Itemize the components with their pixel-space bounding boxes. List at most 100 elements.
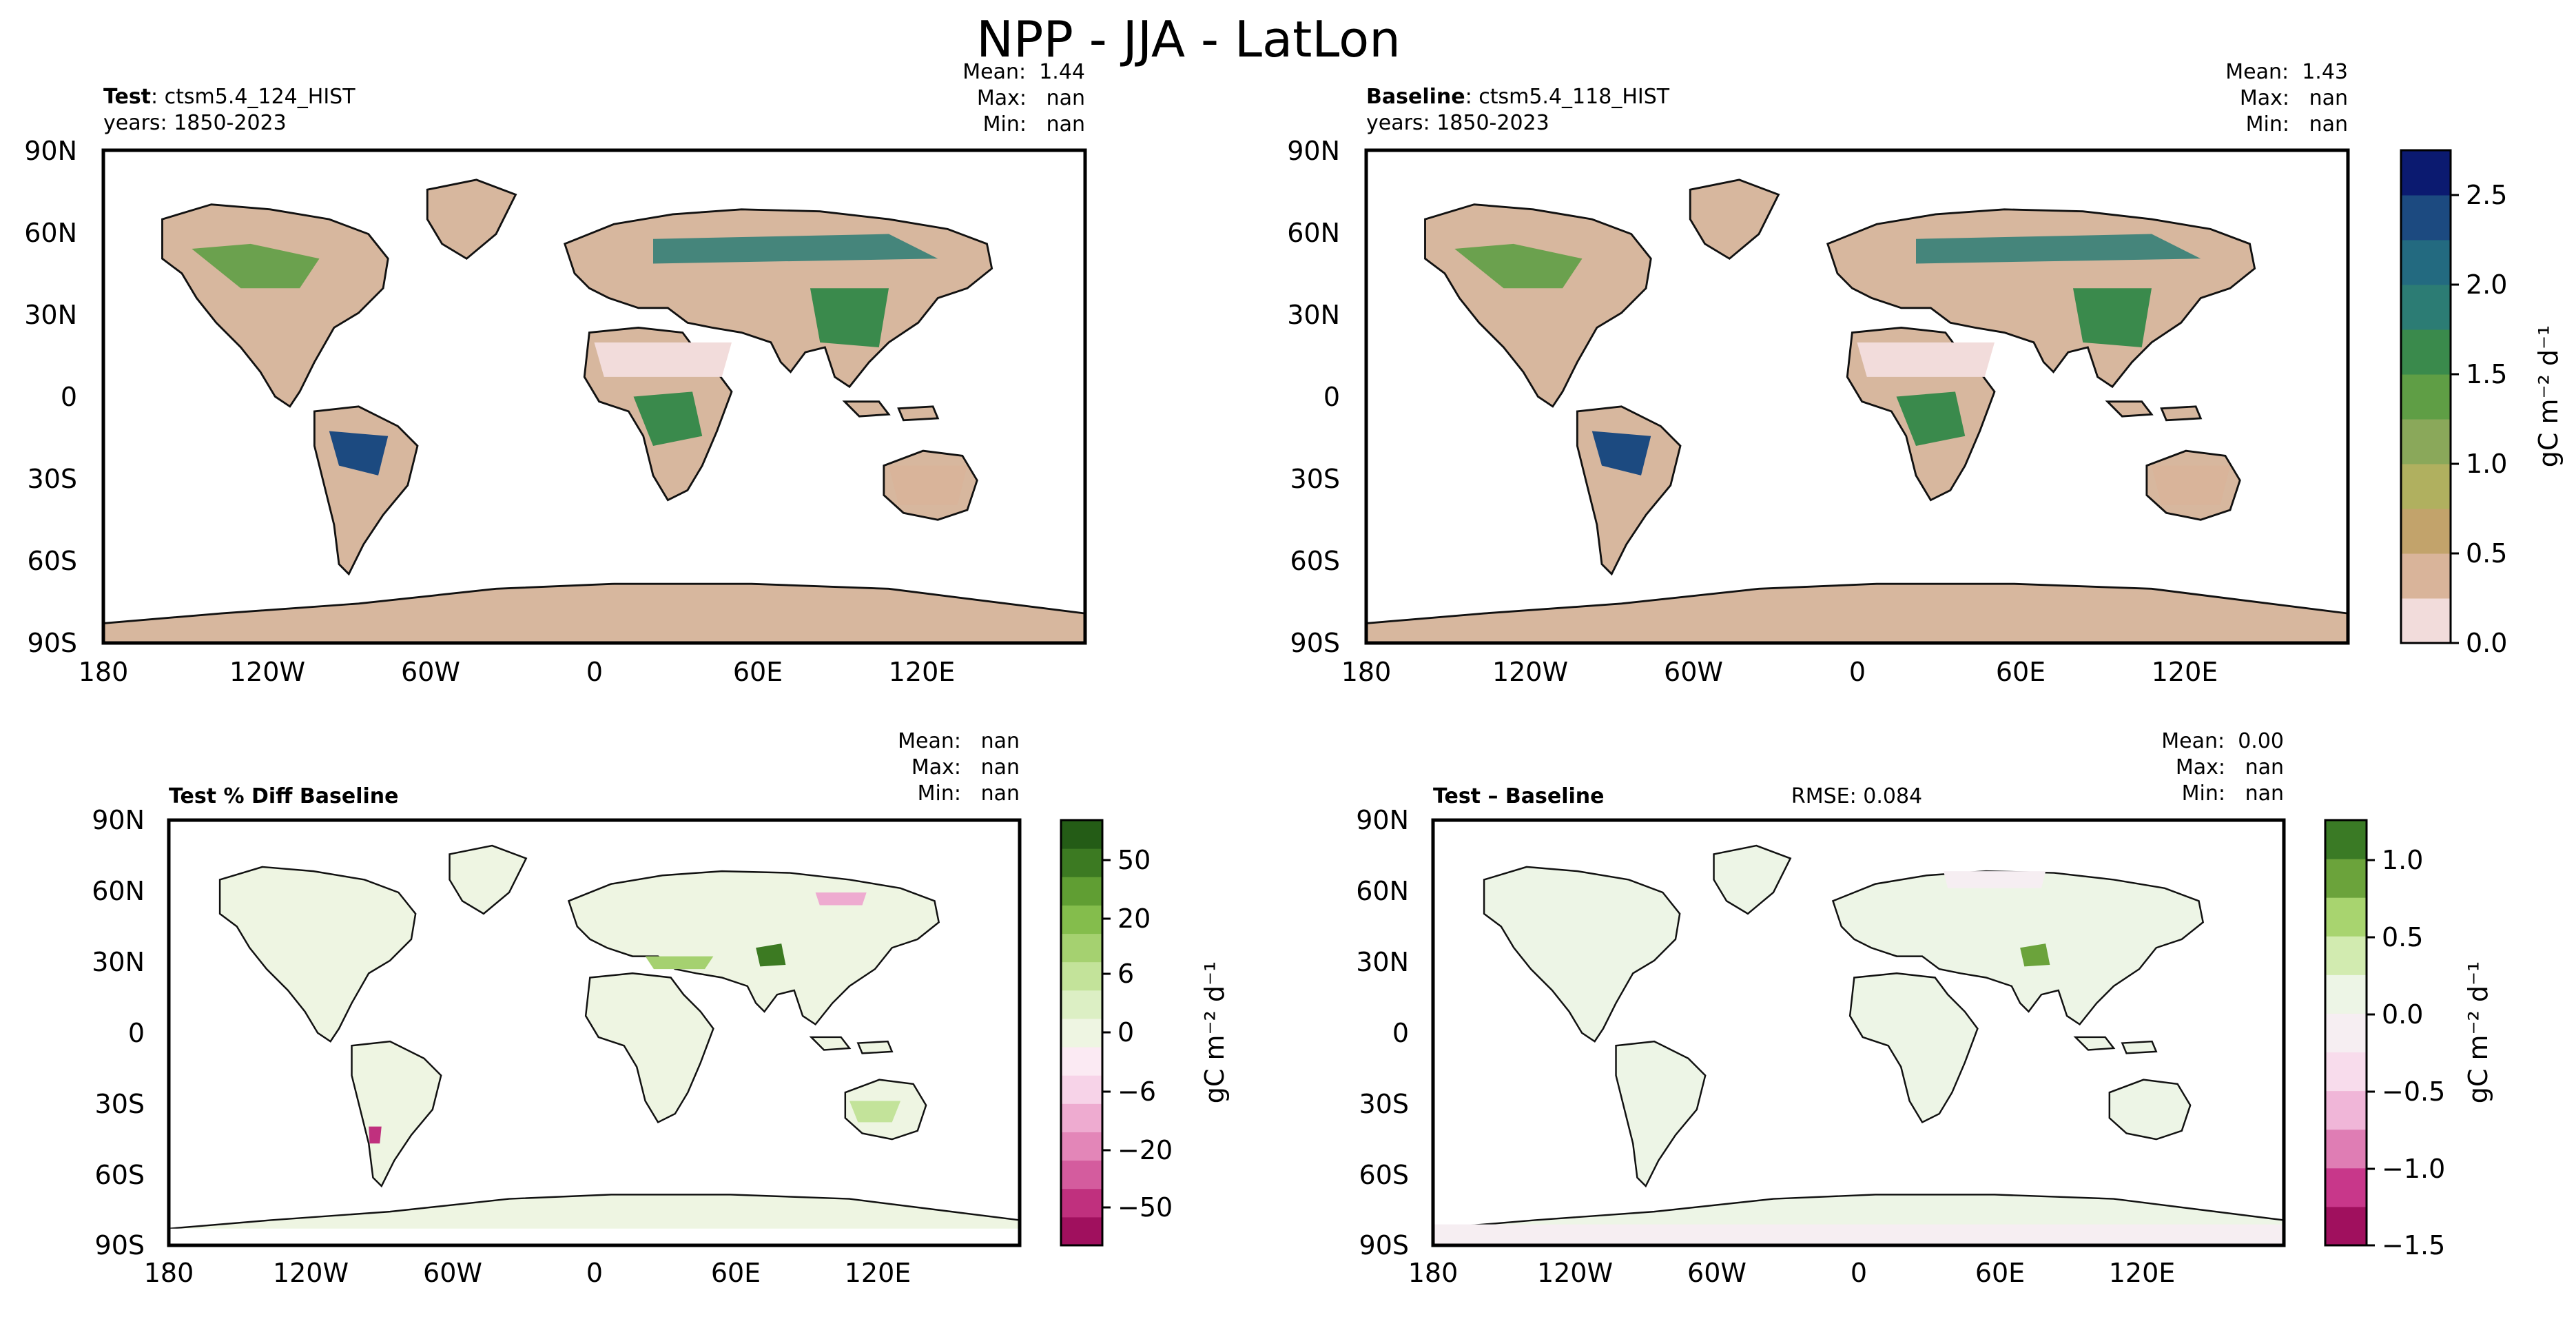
- lon-tick: 60E: [733, 657, 783, 687]
- map-diff: [1432, 844, 2285, 1247]
- lon-tick: 60W: [1664, 657, 1723, 687]
- lon-tick: 120W: [273, 1258, 349, 1288]
- panel-baseline-max: Max: nan: [2240, 86, 2348, 110]
- lat-tick: 0: [1392, 1018, 1409, 1048]
- lat-tick: 60S: [1359, 1160, 1409, 1190]
- lon-tick: 60W: [423, 1258, 482, 1288]
- lat-tick: 90N: [1356, 805, 1409, 835]
- lon-tick: 60E: [1975, 1258, 2025, 1288]
- figure-title: NPP - JJA - LatLon: [976, 10, 1401, 68]
- colorbar-band: [2325, 1013, 2367, 1053]
- colorbar-tick-label: 1.0: [2382, 845, 2423, 875]
- lon-tick: 180: [79, 657, 129, 687]
- lat-tick: 60N: [92, 876, 145, 906]
- lat-tick: 30S: [28, 464, 77, 494]
- panel-test-years: years: 1850-2023: [103, 111, 287, 135]
- panel-diff-lon-ticks: 180 120W 60W 0 60E 120E: [1408, 1258, 2176, 1288]
- colorbar-band: [2325, 974, 2367, 1014]
- panel-test-mean: Mean: 1.44: [962, 60, 1085, 84]
- colorbar-tick-label: 50: [1117, 845, 1151, 875]
- colorbar-band: [2401, 240, 2451, 285]
- colorbar-band: [2401, 419, 2451, 464]
- panel-diff-max: Max: nan: [2176, 755, 2284, 779]
- panel-test-title-bold: Test: [103, 85, 151, 109]
- colorbar-absolute-frame: [2400, 149, 2452, 644]
- colorbar-band: [2325, 897, 2367, 937]
- panel-baseline-title: Baseline: ctsm5.4_118_HIST: [1366, 85, 1670, 109]
- lat-tick: 90S: [28, 628, 77, 658]
- colorbar-tick-label: 0.0: [2466, 628, 2507, 658]
- panel-test-min: Min: nan: [983, 112, 1085, 136]
- lon-tick: 120E: [845, 1258, 911, 1288]
- panel-diff: Test – Baseline RMSE: 0.084 Mean: 0.00 M…: [1356, 729, 2286, 1288]
- panel-baseline-years: years: 1850-2023: [1366, 111, 1549, 135]
- colorbar-tick-label: 1.0: [2466, 449, 2507, 479]
- colorbar-tick-label: −50: [1117, 1192, 1173, 1223]
- map-test: [102, 178, 1086, 644]
- lat-tick: 30N: [92, 947, 145, 977]
- lon-tick: 120E: [889, 657, 956, 687]
- lat-tick: 90S: [1290, 628, 1340, 658]
- panel-baseline: Baseline: ctsm5.4_118_HIST years: 1850-2…: [1287, 60, 2350, 687]
- panel-pctdiff-max: Max: nan: [911, 755, 1020, 779]
- colorbar-diff-label: gC m⁻² d⁻¹: [2463, 961, 2493, 1104]
- colorbar-tick-label: 1.5: [2466, 359, 2507, 389]
- colorbar-band: [1061, 820, 1102, 849]
- colorbar-tick-label: −0.5: [2382, 1076, 2445, 1107]
- panel-test-lon-ticks: 180 120W 60W 0 60E 120E: [79, 657, 956, 687]
- panel-baseline-lat-ticks: 90N 60N 30N 0 30S 60S 90S: [1287, 136, 1340, 658]
- map-diff-frame: [1431, 818, 2286, 1247]
- map-pctdiff-frame: [167, 818, 1022, 1247]
- colorbar-band: [2401, 553, 2451, 599]
- colorbar-tick-label: 2.5: [2466, 180, 2507, 210]
- colorbar-band: [1061, 1188, 1102, 1218]
- lat-tick: 0: [61, 382, 77, 412]
- colorbar-band: [2325, 936, 2367, 975]
- colorbar-absolute: 2.5 2.0 1.5 1.0 0.5 0.0 gC m⁻² d⁻¹: [2400, 149, 2564, 658]
- colorbar-band: [1061, 1018, 1102, 1048]
- colorbar-band: [2325, 1167, 2367, 1207]
- colorbar-band: [2401, 329, 2451, 375]
- panel-test-lat-ticks: 90N 60N 30N 0 30S 60S 90S: [24, 136, 77, 658]
- panel-diff-min: Min: nan: [2182, 782, 2284, 806]
- panel-test-title: Test: ctsm5.4_124_HIST: [103, 85, 356, 109]
- lon-tick: 120W: [229, 657, 305, 687]
- lat-tick: 0: [128, 1018, 145, 1048]
- lat-tick: 60S: [95, 1160, 145, 1190]
- colorbar-band: [2401, 150, 2451, 196]
- panel-diff-title: Test – Baseline: [1433, 784, 1605, 808]
- panel-pctdiff-title: Test % Diff Baseline: [169, 784, 399, 808]
- colorbar-band: [2325, 1206, 2367, 1246]
- colorbar-tick-label: −1.5: [2382, 1230, 2445, 1260]
- lat-tick: 60N: [24, 218, 77, 248]
- lon-tick: 0: [586, 657, 603, 687]
- lon-tick: 60W: [1687, 1258, 1746, 1288]
- panel-baseline-mean: Mean: 1.43: [2225, 60, 2348, 84]
- colorbar-band: [2325, 1129, 2367, 1169]
- panel-baseline-title-rest: : ctsm5.4_118_HIST: [1465, 85, 1670, 109]
- colorbar-band: [2401, 195, 2451, 241]
- colorbar-band: [1061, 961, 1102, 991]
- lon-tick: 120W: [1492, 657, 1568, 687]
- lat-tick: 30N: [24, 300, 77, 330]
- colorbar-band: [2401, 374, 2451, 420]
- lon-tick: 180: [144, 1258, 194, 1288]
- colorbar-pctdiff-ticks: 50 20 6 0 −6 −20 −50: [1102, 845, 1173, 1223]
- colorbar-band: [1061, 933, 1102, 963]
- lat-tick: 90N: [24, 136, 77, 166]
- colorbar-tick-label: 20: [1117, 903, 1151, 934]
- lat-tick: 60S: [28, 546, 77, 576]
- lat-tick: 30S: [1359, 1089, 1409, 1119]
- map-baseline-frame: [1364, 148, 2350, 645]
- colorbar-tick-label: −1.0: [2382, 1154, 2445, 1184]
- lat-tick: 60S: [1290, 546, 1340, 576]
- colorbar-band: [1061, 1047, 1102, 1076]
- lon-tick: 180: [1341, 657, 1392, 687]
- map-test-frame: [101, 148, 1087, 645]
- colorbar-tick-label: 2.0: [2466, 269, 2507, 300]
- colorbar-tick-label: 6: [1117, 959, 1134, 989]
- lat-tick: 30S: [95, 1089, 145, 1119]
- colorbar-diff-frame: [2324, 819, 2368, 1247]
- panel-diff-lat-ticks: 90N 60N 30N 0 30S 60S 90S: [1356, 805, 1409, 1260]
- panel-baseline-title-bold: Baseline: [1366, 85, 1465, 109]
